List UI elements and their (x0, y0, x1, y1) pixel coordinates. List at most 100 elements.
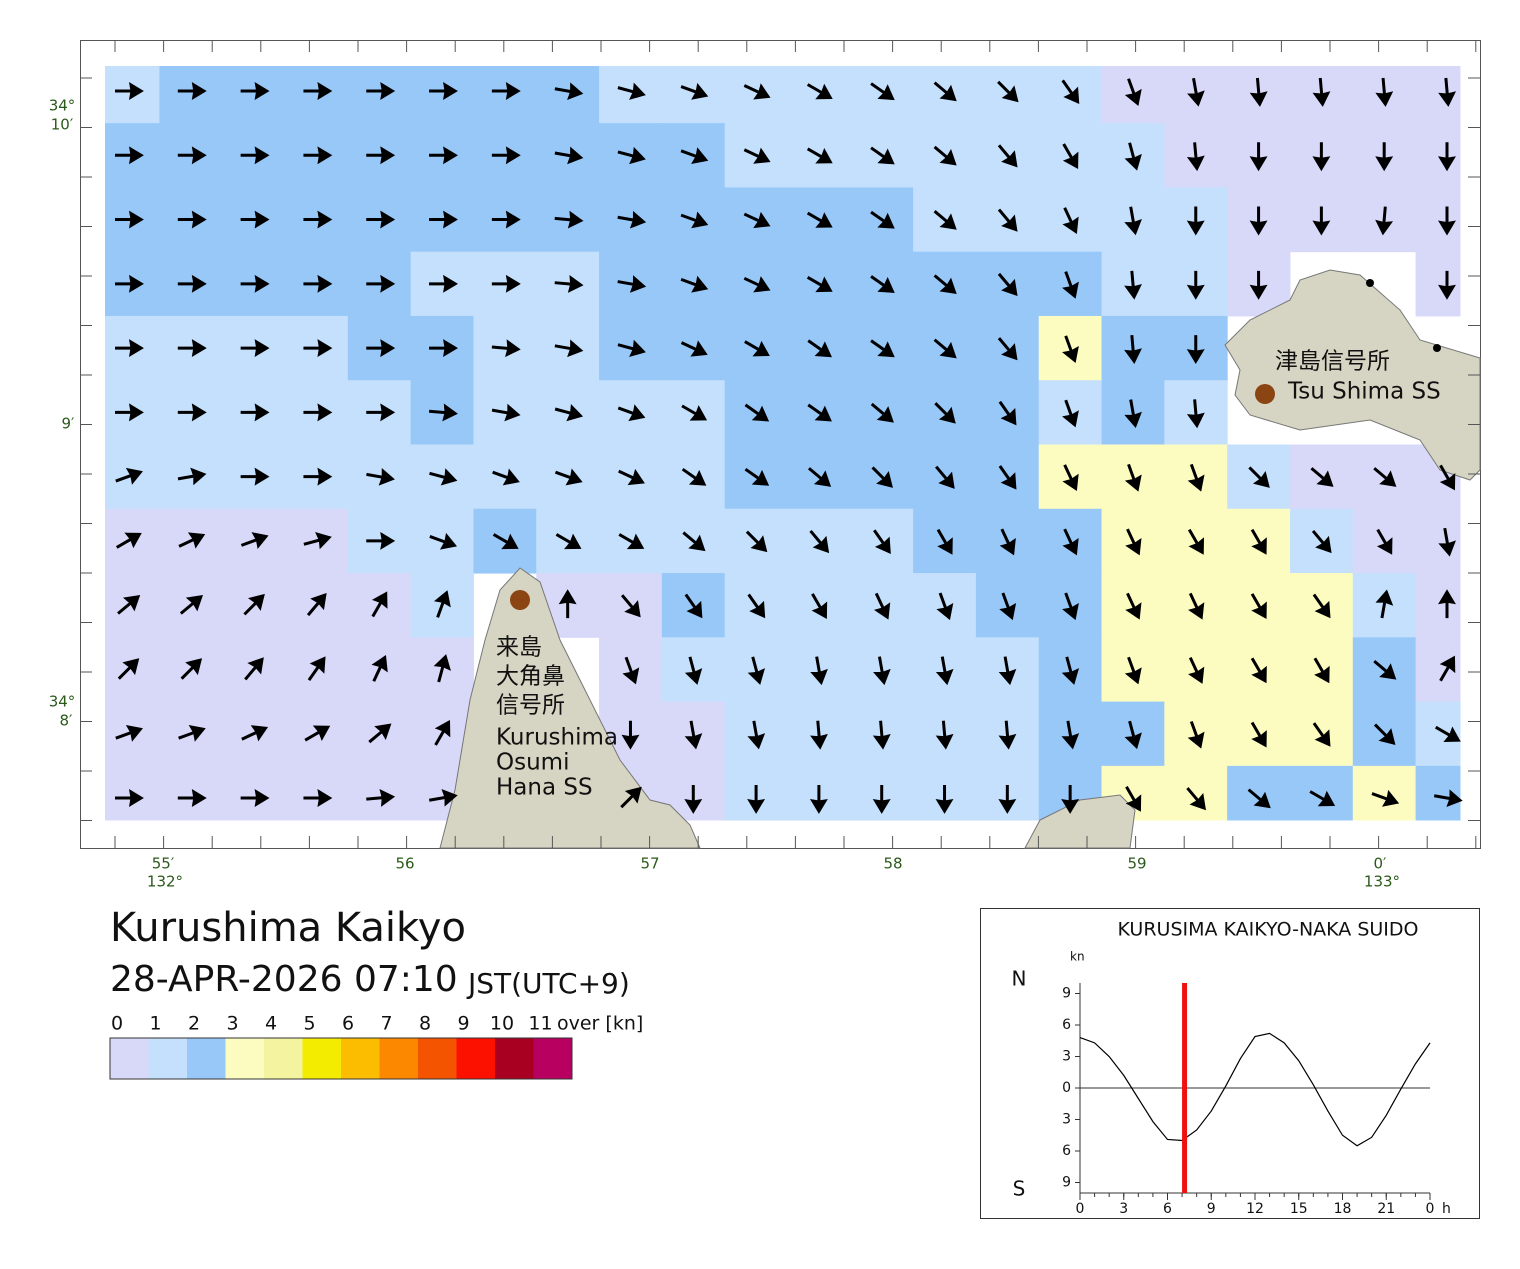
current-arrow (434, 719, 451, 746)
place-label: 信号所 (496, 693, 565, 719)
current-arrow (243, 593, 265, 616)
current-arrow (998, 720, 1017, 750)
current-arrow (1312, 77, 1331, 107)
current-arrow (240, 467, 270, 486)
x-tick-label: 0 (1076, 1201, 1085, 1217)
dot (1366, 279, 1374, 287)
current-arrow (680, 340, 708, 357)
current-arrow (1188, 592, 1205, 620)
current-arrow (617, 146, 646, 165)
current-arrow (491, 403, 521, 422)
current-arrow (747, 785, 766, 814)
current-arrow (617, 339, 646, 357)
current-arrow (366, 210, 396, 229)
current-arrow (1313, 657, 1330, 684)
x-tick-label: 21 (1377, 1201, 1395, 1217)
current-arrow (1062, 399, 1079, 428)
current-arrow (303, 339, 333, 358)
x-tick-label: 9 (1207, 1201, 1216, 1217)
legend-label: 7 (380, 1013, 392, 1035)
x-label: 57 (640, 855, 659, 873)
current-arrow (1124, 720, 1142, 750)
current-arrow (428, 789, 458, 807)
current-arrow (1310, 467, 1334, 487)
legend-swatch (110, 1038, 149, 1079)
current-arrow (1375, 589, 1394, 619)
legend-label: 11 (528, 1013, 552, 1035)
current-arrow (1061, 656, 1080, 685)
current-arrow (1186, 399, 1205, 429)
legend-label: 0 (111, 1013, 123, 1035)
current-arrow (873, 529, 891, 554)
current-arrow (1187, 77, 1205, 107)
current-arrow (618, 533, 645, 550)
current-arrow (1061, 720, 1080, 750)
current-arrow (1249, 142, 1268, 172)
current-arrow (997, 208, 1018, 232)
current-arrow (1312, 722, 1331, 747)
place-label: Tsu Shima SS (1287, 379, 1441, 405)
dot (1433, 344, 1441, 352)
current-arrow (1309, 790, 1336, 807)
place-label: Osumi (496, 750, 569, 776)
current-arrow (115, 403, 144, 422)
current-arrow (115, 210, 144, 229)
legend-swatch (341, 1038, 380, 1079)
current-arrow (617, 404, 646, 422)
current-arrow (366, 403, 396, 422)
current-arrow (115, 467, 143, 485)
current-curve (1079, 1032, 1431, 1147)
title: Kurushima Kaikyo (110, 905, 466, 951)
legend-label: 5 (303, 1013, 315, 1035)
current-arrow (371, 591, 388, 618)
current-arrow (997, 337, 1018, 361)
current-arrow (244, 657, 264, 681)
y-tick-label: 3 (1062, 1112, 1071, 1128)
current-arrow (997, 80, 1019, 103)
current-arrow (303, 532, 332, 550)
place-label: 津島信号所 (1275, 349, 1390, 375)
current-arrow (429, 339, 458, 358)
current-arrow (744, 340, 770, 357)
current-arrow (1124, 335, 1142, 364)
y-label: 10′ (51, 116, 74, 134)
current-arrow (1124, 270, 1142, 300)
current-arrow (935, 656, 954, 686)
current-arrow (304, 725, 331, 742)
current-arrow (1061, 785, 1080, 814)
current-arrow (997, 272, 1018, 297)
current-arrow (177, 82, 207, 100)
current-arrow (429, 146, 458, 165)
legend-label: 2 (188, 1013, 200, 1035)
current-arrow (621, 720, 640, 750)
station-marker (510, 590, 530, 610)
legend-swatch (225, 1038, 264, 1079)
current-arrow (303, 82, 333, 100)
current-arrow (366, 339, 396, 358)
current-arrow (1124, 78, 1142, 106)
x-tick-label: 12 (1246, 1201, 1264, 1217)
speed-cell (410, 66, 474, 124)
current-arrow (809, 785, 828, 814)
x-label: 55′ (152, 855, 175, 873)
current-arrow (115, 146, 144, 165)
current-arrow (935, 465, 955, 489)
current-arrow (684, 656, 703, 685)
current-arrow (743, 211, 771, 229)
x-label: 0′ (1374, 855, 1388, 873)
current-arrow (811, 593, 828, 619)
current-arrow (1375, 142, 1394, 172)
current-arrow (933, 81, 957, 102)
x-degree-label: 132° (147, 873, 183, 891)
current-arrow (1186, 206, 1205, 236)
current-arrow (684, 720, 703, 750)
y-degree-label: 34° (49, 693, 76, 711)
current-arrow (1249, 206, 1268, 236)
legend-swatch (187, 1038, 226, 1079)
current-arrow (1438, 589, 1456, 619)
x-label: 56 (395, 855, 414, 873)
current-arrow (429, 468, 458, 486)
current-arrow (1439, 464, 1456, 491)
speed-cell (159, 765, 223, 821)
